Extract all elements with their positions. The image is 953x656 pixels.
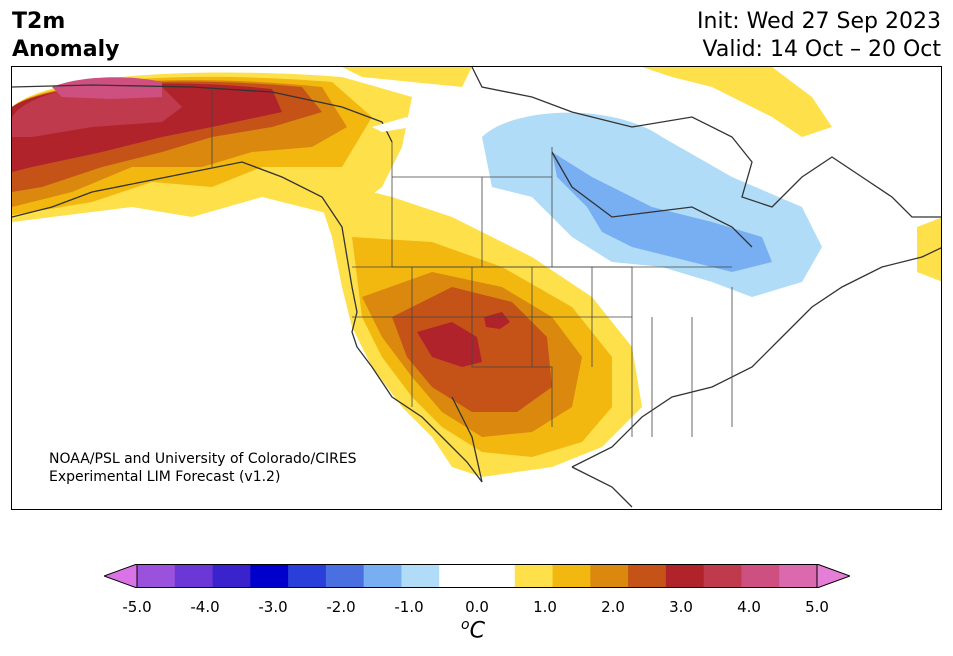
colorbar-tick-label: 1.0 — [533, 598, 557, 616]
valid-period: Valid: 14 Oct – 20 Oct — [702, 37, 941, 62]
colorbar-ticks: -5.0 -4.0 -3.0 -2.0 -1.0 0.0 1.0 2.0 3.0 4.0 5.0 — [0, 598, 953, 618]
date-info: Init: Wed 27 Sep 2023 Valid: 14 Oct – 20… — [697, 8, 941, 64]
colorbar-swatch — [363, 564, 402, 588]
cold-blue — [552, 152, 772, 272]
init-date: Init: Wed 27 Sep 2023 — [697, 9, 941, 34]
colorbar-extend-low — [104, 564, 138, 588]
colorbar-tick-label: -2.0 — [326, 598, 356, 616]
sw-red-2 — [484, 312, 510, 329]
arctic-yellow-1 — [342, 67, 472, 87]
colorbar-swatch — [741, 564, 780, 588]
alaska-magenta — [12, 84, 182, 137]
colorbar-swatch — [137, 564, 176, 588]
colorbar-swatch — [628, 564, 667, 588]
colorbar-swatch — [325, 564, 365, 588]
title-line-2: Anomaly — [12, 37, 120, 62]
colorbar-swatch — [250, 564, 289, 588]
unit-letter: C — [469, 618, 485, 644]
credit-text: NOAA/PSL and University of Colorado/CIRE… — [49, 450, 357, 486]
colorbar-swatch — [779, 564, 818, 588]
colorbar-tick-label: 0.0 — [465, 598, 489, 616]
unit-degree: o — [461, 617, 470, 633]
credit-line-2: Experimental LIM Forecast (v1.2) — [49, 469, 281, 485]
colorbar-tick-label: -4.0 — [190, 598, 220, 616]
colorbar-swatch — [174, 564, 214, 588]
east-coast-yellow — [917, 217, 941, 282]
ocean-island-1 — [372, 117, 412, 132]
colorbar-swatch — [514, 564, 554, 588]
colorbar-swatch — [703, 564, 742, 588]
colorbar-swatch — [665, 564, 705, 588]
colorbar-tick-label: 5.0 — [805, 598, 829, 616]
colorbar-outline — [136, 564, 818, 588]
colorbar-tick-label: -1.0 — [394, 598, 424, 616]
alaska-pink — [52, 77, 162, 99]
colorbar-swatch — [477, 564, 516, 588]
colorbar-extend-high — [816, 564, 850, 588]
sw-red-1 — [417, 322, 482, 367]
anomaly-map — [11, 66, 942, 510]
colorbar-swatch — [590, 564, 629, 588]
colorbar-tick-label: 3.0 — [669, 598, 693, 616]
map-canvas — [12, 67, 941, 508]
colorbar-swatch — [439, 564, 478, 588]
colorbar-tick-label: 2.0 — [601, 598, 625, 616]
colorbar-swatch — [401, 564, 440, 588]
title-line-1: T2m — [12, 9, 66, 34]
colorbar-tick-label: -5.0 — [122, 598, 152, 616]
arctic-yellow-2 — [642, 67, 832, 137]
political-borders — [211, 87, 733, 437]
credit-line-1: NOAA/PSL and University of Colorado/CIRE… — [49, 451, 357, 467]
colorbar-swatch — [288, 564, 327, 588]
colorbar — [104, 564, 850, 588]
colorbar-swatch — [552, 564, 591, 588]
colorbar-tick-label: -3.0 — [258, 598, 288, 616]
map-title: T2m Anomaly — [12, 8, 119, 64]
colorbar-swatch — [212, 564, 251, 588]
colorbar-tick-label: 4.0 — [737, 598, 761, 616]
colorbar-unit: oC — [461, 617, 485, 643]
coastlines — [12, 67, 941, 508]
